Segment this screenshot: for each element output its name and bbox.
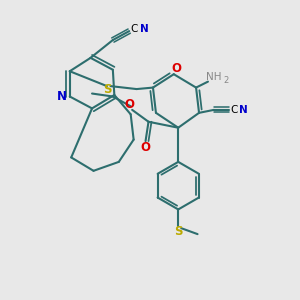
Text: N: N	[140, 24, 148, 34]
Text: N: N	[57, 90, 67, 103]
Text: N: N	[239, 105, 248, 115]
Text: O: O	[140, 140, 151, 154]
Text: C: C	[130, 24, 138, 34]
Text: O: O	[171, 62, 181, 75]
Text: S: S	[174, 225, 182, 238]
Text: NH: NH	[206, 72, 222, 82]
Text: 2: 2	[224, 76, 229, 85]
Text: O: O	[124, 98, 134, 111]
Text: C: C	[230, 105, 238, 115]
Text: S: S	[103, 82, 112, 96]
